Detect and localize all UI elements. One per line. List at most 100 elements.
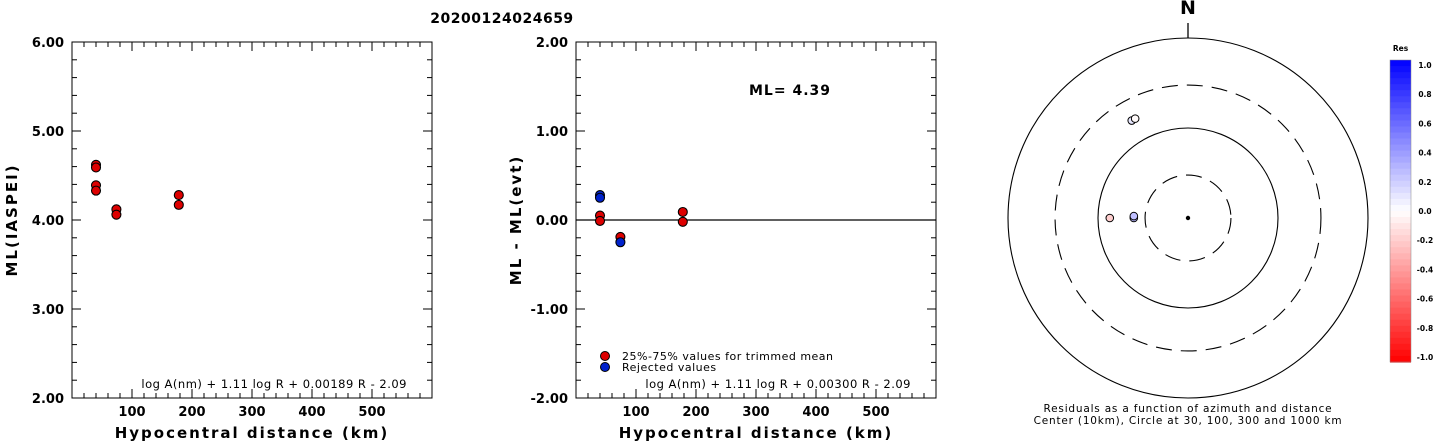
colorbar-segment — [1390, 343, 1411, 351]
y-tick-label: 3.00 — [32, 303, 64, 318]
magnitude-formula: log A(nm) + 1.11 log R + 0.00189 R - 2.0… — [141, 377, 407, 391]
y-tick-label: 0.00 — [536, 214, 568, 229]
data-point — [90, 162, 102, 173]
colorbar-segment — [1390, 120, 1411, 128]
colorbar-tick-label: -0.8 — [1417, 324, 1433, 333]
colorbar-segment — [1390, 180, 1411, 188]
colorbar-segment — [1390, 313, 1411, 321]
y-axis-label: ML(IASPEI) — [3, 163, 21, 276]
data-point — [594, 215, 606, 226]
data-point — [594, 192, 606, 203]
colorbar-segment — [1390, 84, 1411, 91]
magnitude-formula: log A(nm) + 1.11 log R + 0.00300 R - 2.0… — [645, 377, 911, 391]
y-tick-label: -1.00 — [531, 303, 568, 318]
colorbar-segment — [1390, 319, 1411, 327]
colorbar-segment — [1390, 355, 1411, 363]
colorbar-segment — [1390, 114, 1411, 121]
colorbar-segment — [1390, 78, 1411, 85]
colorbar-segment — [1390, 72, 1411, 79]
colorbar-tick-label: -0.6 — [1417, 295, 1433, 304]
colorbar-segment — [1390, 211, 1411, 218]
distance-ring — [1144, 174, 1232, 262]
colorbar-tick-label: 0.8 — [1418, 90, 1431, 99]
y-tick-label: 2.00 — [536, 36, 568, 51]
y-tick-label: 4.00 — [32, 214, 64, 229]
x-tick-label: 500 — [358, 405, 385, 420]
x-tick-label: 400 — [802, 405, 829, 420]
colorbar-segment — [1390, 307, 1411, 315]
x-tick-label: 300 — [238, 405, 265, 420]
colorbar-segment — [1390, 271, 1411, 279]
colorbar-tick-label: -1.0 — [1417, 353, 1433, 362]
colorbar-tick-label: -0.2 — [1417, 236, 1433, 245]
colorbar-title: Res — [1393, 44, 1409, 53]
x-tick-label: 500 — [862, 405, 889, 420]
legend-label: 25%-75% values for trimmed mean — [622, 350, 834, 363]
colorbar-segment — [1390, 198, 1411, 206]
ml-iaspei-chart: 100 200 300 400 500 2.00 3.00 4.00 5.00 6.00 Hypoc… — [3, 36, 433, 441]
epicenter-marker — [1185, 215, 1191, 221]
y-tick-label: 6.00 — [32, 36, 64, 51]
colorbar-tick-label: 1.0 — [1418, 61, 1431, 70]
colorbar-segment — [1390, 265, 1411, 272]
colorbar-segment — [1390, 138, 1411, 146]
colorbar-segment — [1390, 301, 1411, 309]
colorbar-segment — [1390, 204, 1411, 212]
y-tick-label: -2.00 — [531, 392, 568, 407]
y-axis-label: ML - ML(evt) — [507, 155, 525, 285]
colorbar-segment — [1390, 192, 1411, 200]
colorbar-segment — [1390, 235, 1411, 242]
colorbar-segment — [1390, 174, 1411, 182]
colorbar-segment — [1390, 66, 1411, 73]
colorbar-segment — [1390, 247, 1411, 254]
x-tick-label: 100 — [622, 405, 649, 420]
azimuth-distance-polar-chart: N Residuals as a function of azimuth and … — [1007, 0, 1433, 427]
x-tick-label: 400 — [298, 405, 325, 420]
y-tick-label: 5.00 — [32, 125, 64, 140]
colorbar-segment — [1390, 277, 1411, 285]
ml-residual-chart: 100 200 300 400 500 -2.00 -1.00 0.00 1.00 2.00 Hyp… — [507, 36, 937, 441]
distance-ring — [1097, 127, 1279, 309]
legend-label: Rejected values — [622, 361, 717, 374]
colorbar-segment — [1390, 349, 1411, 357]
figure-title: 20200124024659 — [430, 11, 573, 27]
colorbar-segment — [1390, 90, 1411, 97]
polar-caption-line2: Center (10km), Circle at 30, 100, 300 an… — [1034, 415, 1343, 427]
legend-marker — [600, 351, 610, 361]
x-tick-label: 200 — [682, 405, 709, 420]
colorbar-tick-label: 0.2 — [1418, 178, 1431, 187]
data-point — [173, 199, 184, 210]
colorbar-tick-label: 0.4 — [1418, 149, 1431, 158]
colorbar-segment — [1390, 253, 1411, 260]
plot-frame — [71, 41, 433, 399]
colorbar-segment — [1390, 241, 1411, 248]
colorbar-tick-label: -0.4 — [1417, 265, 1433, 274]
colorbar-segment — [1390, 150, 1411, 158]
legend-marker — [600, 362, 610, 372]
colorbar-segment — [1390, 102, 1411, 109]
station-residual-point — [1129, 211, 1139, 221]
colorbar-segment — [1390, 60, 1411, 67]
colorbar-segment — [1390, 325, 1411, 333]
data-point — [615, 237, 626, 248]
colorbar-segment — [1390, 331, 1411, 339]
colorbar-segment — [1390, 96, 1411, 103]
colorbar-frame — [1389, 59, 1412, 363]
colorbar-tick-label: 0.0 — [1418, 207, 1431, 216]
colorbar-segment — [1390, 168, 1411, 176]
colorbar-segment — [1390, 337, 1411, 345]
colorbar-segment — [1390, 259, 1411, 266]
y-tick-label: 1.00 — [536, 125, 568, 140]
data-point — [677, 216, 688, 227]
colorbar-tick-label: 0.6 — [1418, 119, 1431, 128]
data-point — [111, 209, 122, 220]
colorbar-segment — [1390, 186, 1411, 194]
colorbar-segment — [1390, 283, 1411, 291]
data-point — [90, 185, 102, 196]
north-label: N — [1180, 0, 1196, 19]
x-axis-label: Hypocentral distance (km) — [619, 424, 894, 441]
y-tick-label: 2.00 — [32, 392, 64, 407]
polar-caption-line1: Residuals as a function of azimuth and d… — [1044, 403, 1333, 415]
x-tick-label: 100 — [118, 405, 145, 420]
